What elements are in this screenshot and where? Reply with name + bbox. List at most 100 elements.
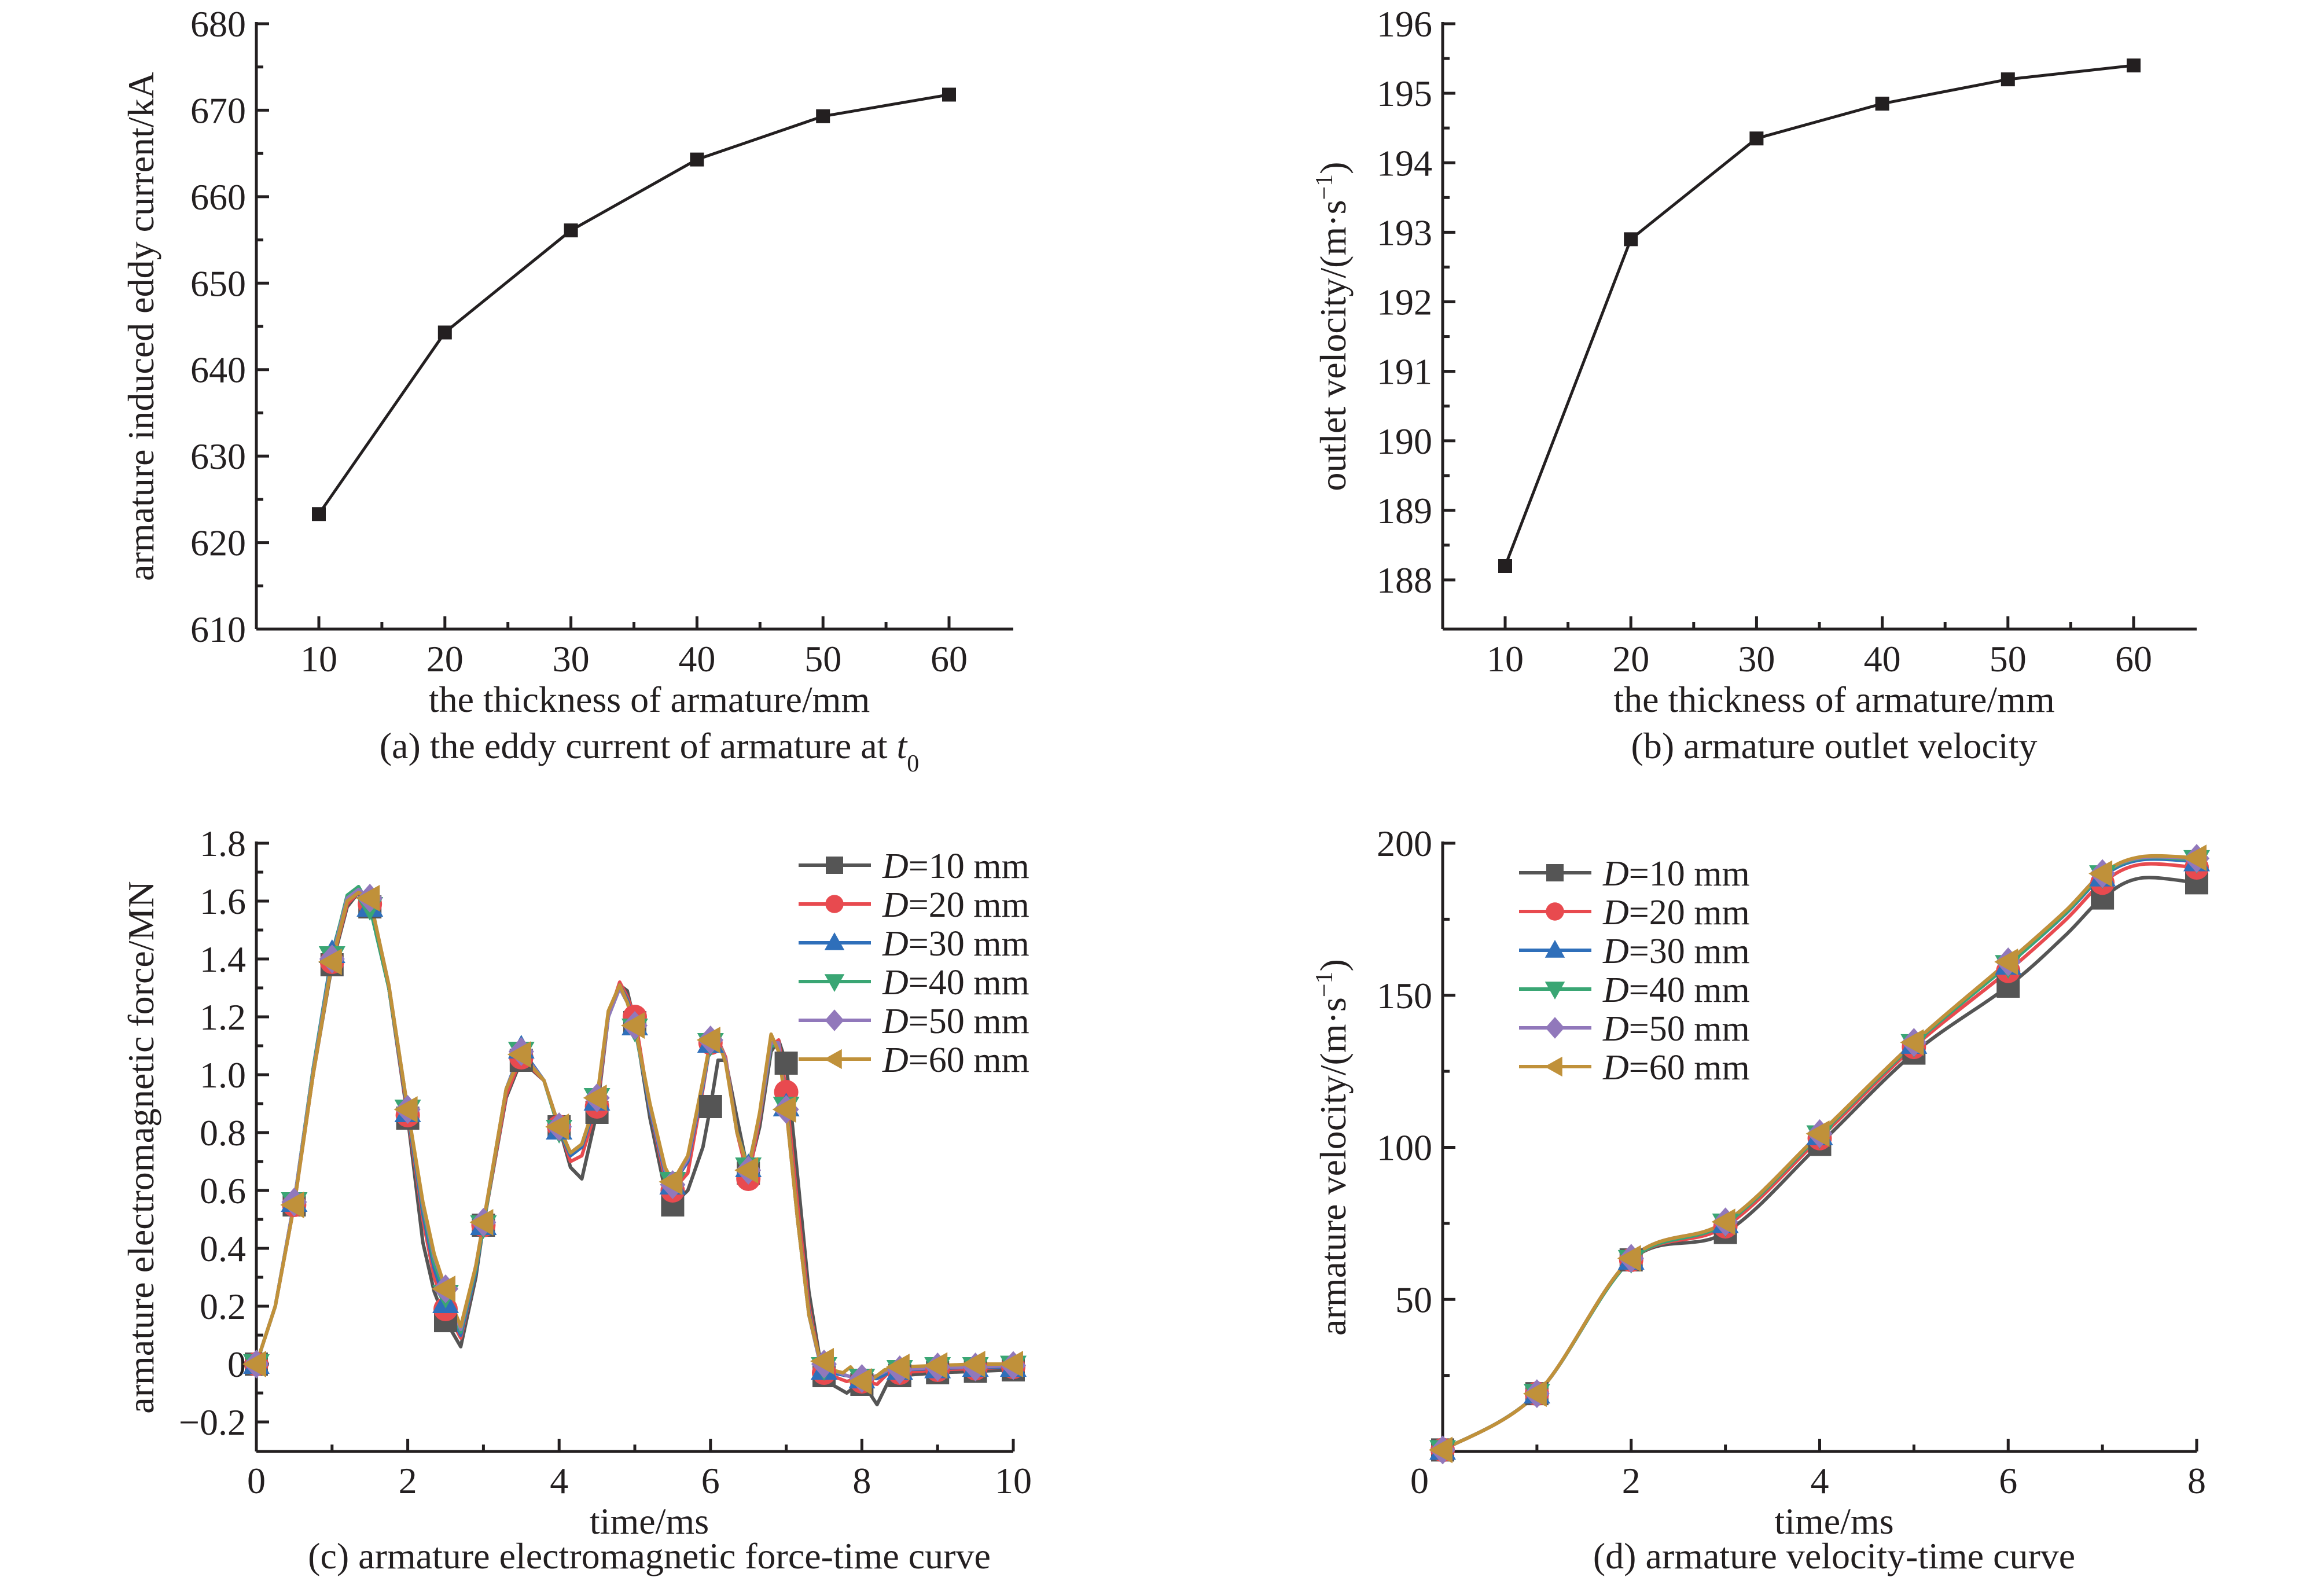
data-point-marker (1711, 1208, 1735, 1236)
series-line (1503, 64, 2134, 567)
legend: D=10 mmD=20 mmD=30 mmD=40 mmD=50 mmD=60 … (799, 847, 1029, 1080)
caption-subscript: 0 (907, 751, 919, 777)
x-tick-label: 10 (300, 638, 337, 679)
legend-marker (1546, 864, 1564, 881)
y-tick-label: 670 (190, 90, 246, 131)
legend-label: D=60 mm (1602, 1048, 1750, 1087)
data-point-marker (942, 87, 956, 102)
y-tick-label: 191 (1377, 351, 1432, 392)
legend-label-value: =20 mm (909, 885, 1029, 925)
x-tick-label: 60 (931, 638, 968, 679)
x-tick-label: 50 (1990, 638, 2027, 679)
legend-item: D=30 mm (1519, 932, 1750, 971)
panel-caption: (d) armature velocity-time curve (1593, 1535, 2075, 1576)
x-tick-label: 8 (852, 1460, 871, 1501)
y-axis-title: outlet velocity/(m·s−1) (1311, 162, 1354, 491)
data-point-marker (1994, 948, 2018, 975)
legend-item: D=20 mm (799, 885, 1029, 925)
legend: D=10 mmD=20 mmD=30 mmD=40 mmD=50 mmD=60 … (1519, 854, 1750, 1087)
legend-label-variable: D (1602, 1009, 1629, 1049)
y-axis-title-superscript: −1 (1311, 174, 1338, 200)
legend-label-variable: D (882, 847, 909, 886)
y-tick-label: 0.4 (200, 1228, 246, 1269)
x-axis-title: time/ms (1774, 1501, 1893, 1542)
x-tick-label: 20 (1612, 638, 1649, 679)
data-point-marker (774, 1052, 798, 1075)
origin-tick-label: 0 (1410, 1460, 1429, 1501)
y-tick-label: 150 (1377, 975, 1432, 1016)
data-point-marker (816, 109, 830, 123)
legend-marker (824, 974, 845, 992)
x-axis-title: the thickness of armature/mm (429, 679, 870, 720)
y-tick-label: 100 (1377, 1127, 1432, 1168)
legend-label-value: =60 mm (1629, 1048, 1750, 1087)
data-point-marker (621, 1012, 645, 1039)
data-point-marker (924, 1352, 948, 1379)
data-point-marker (1624, 232, 1638, 247)
legend-label-value: =30 mm (1629, 932, 1750, 971)
legend-label: D=50 mm (882, 1002, 1029, 1041)
legend-label-variable: D (882, 924, 909, 964)
x-tick-label: 50 (804, 638, 841, 679)
data-point-marker (564, 223, 578, 238)
legend-marker (1545, 982, 1565, 999)
legend-label-value: =40 mm (1629, 971, 1750, 1010)
data-point-marker (2127, 58, 2141, 73)
data-point-marker (690, 152, 704, 167)
data-point-marker (2001, 72, 2015, 87)
data-point-marker (1805, 1120, 1830, 1147)
x-tick-label: 40 (678, 638, 715, 679)
y-tick-label: 0 (227, 1344, 246, 1385)
legend-marker (825, 1009, 844, 1031)
legend-label-variable: D (882, 885, 909, 925)
legend-item: D=60 mm (1519, 1048, 1750, 1087)
data-point-marker (961, 1351, 986, 1377)
data-point-marker (734, 1157, 759, 1184)
legend-label-variable: D (1602, 1048, 1629, 1087)
legend-marker (1545, 1056, 1562, 1077)
x-tick-label: 8 (2187, 1460, 2206, 1501)
x-tick-label: 4 (550, 1460, 568, 1501)
data-point-marker (1498, 558, 1512, 573)
data-point-marker (659, 1168, 683, 1195)
legend-label-variable: D (1602, 971, 1629, 1010)
y-tick-label: 1.0 (200, 1054, 246, 1096)
x-axis-title: the thickness of armature/mm (1613, 679, 2054, 720)
data-point-marker (583, 1085, 607, 1111)
legend-marker (824, 932, 845, 950)
y-tick-label: 680 (190, 3, 246, 45)
y-tick-label: 194 (1377, 142, 1432, 183)
x-tick-label: 40 (1864, 638, 1901, 679)
caption-time-variable: t (896, 725, 908, 766)
x-tick-label: 10 (995, 1460, 1032, 1501)
x-tick-label: 0 (247, 1460, 266, 1501)
legend-label: D=30 mm (882, 924, 1029, 964)
data-point-marker (772, 1096, 796, 1123)
panel-caption: (b) armature outlet velocity (1631, 725, 2038, 766)
data-point-marker (432, 1276, 455, 1302)
legend-marker (1545, 1017, 1565, 1039)
legend-label-value: =50 mm (1629, 1009, 1750, 1049)
legend-label: D=50 mm (1602, 1009, 1750, 1049)
legend-label: D=30 mm (1602, 932, 1750, 971)
x-tick-label: 2 (399, 1460, 417, 1501)
y-tick-label: 0.8 (200, 1112, 246, 1153)
x-axis-title: time/ms (590, 1501, 709, 1542)
y-axis-title: armature velocity/(m·s−1) (1311, 959, 1354, 1336)
y-tick-label: 1.8 (200, 823, 246, 864)
data-point-marker (696, 1027, 720, 1053)
x-tick-label: 30 (553, 638, 590, 679)
y-axis-title-close: ) (1312, 959, 1354, 971)
legend-label: D=40 mm (882, 963, 1029, 1002)
legend-marker (1545, 940, 1565, 958)
y-tick-label: −0.2 (179, 1402, 246, 1443)
data-point-marker (280, 1192, 304, 1218)
data-point-marker (356, 885, 380, 912)
y-tick-label: 610 (190, 609, 246, 650)
legend-item: D=20 mm (1519, 893, 1750, 932)
data-point-marker (698, 1095, 722, 1118)
legend-label: D=40 mm (1602, 971, 1750, 1010)
legend-label-variable: D (882, 1041, 909, 1080)
legend-item: D=50 mm (1519, 1009, 1750, 1049)
